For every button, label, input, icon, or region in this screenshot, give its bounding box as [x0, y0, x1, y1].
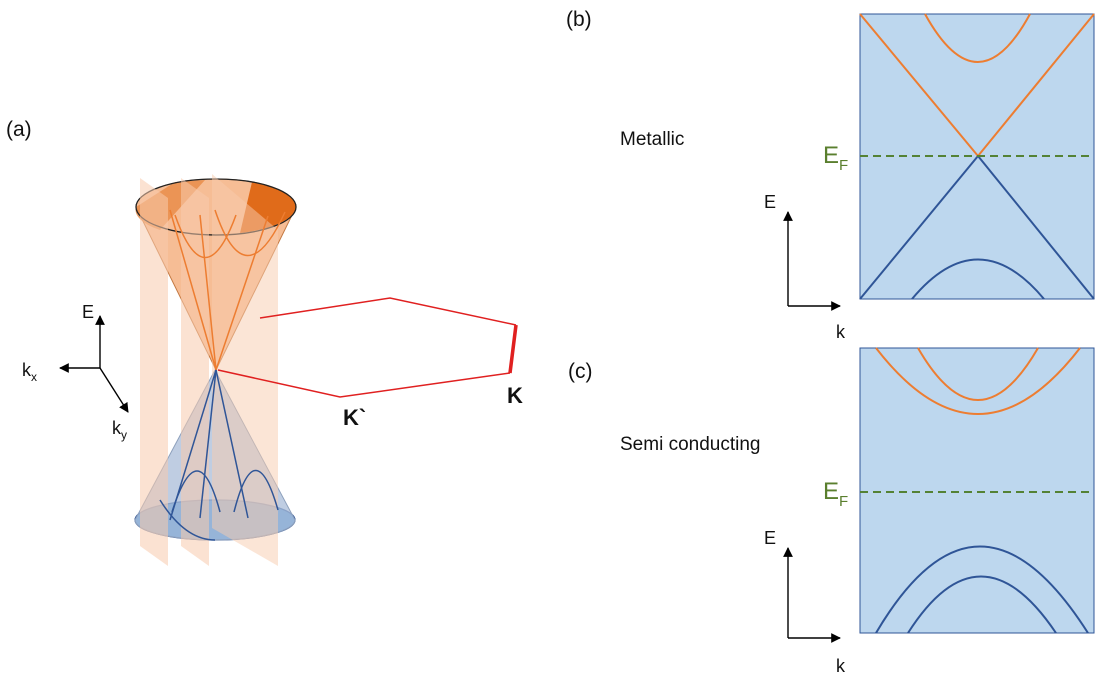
panel-a: (a) — [6, 118, 523, 566]
panel-a-label: (a) — [6, 118, 32, 141]
band-panel-c — [859, 347, 1095, 634]
axis-ky-label: ky — [112, 418, 127, 442]
fermi-label-c: EF — [823, 478, 848, 510]
axis-e-3d-label: E — [82, 302, 94, 322]
k-prime-point-label: K` — [343, 405, 366, 430]
axis-k-label-c: k — [836, 656, 846, 676]
semiconducting-valence-bands — [875, 545, 1089, 634]
semiconducting-conduction-bands — [875, 347, 1081, 415]
brillouin-zone — [217, 297, 518, 398]
metallic-valence-bands — [859, 155, 1095, 300]
valence-cut-curves — [159, 369, 279, 541]
band-axes-c — [783, 547, 841, 643]
axis-kx-label: kx — [22, 360, 37, 384]
panel-c: (c) Semi conducting EF E k — [568, 347, 1095, 676]
band-axes-b — [783, 211, 841, 311]
cut-plane-1 — [140, 178, 168, 566]
k-point-label: K — [507, 383, 523, 408]
semiconducting-label: Semi conducting — [620, 434, 760, 455]
axes-3d — [59, 315, 129, 413]
panel-b: (b) Metallic EF E k — [566, 8, 1095, 342]
metallic-label: Metallic — [620, 129, 684, 150]
axis-e-label-b: E — [764, 192, 776, 212]
metallic-conduction-bands — [859, 13, 1095, 157]
axis-e-label-c: E — [764, 528, 776, 548]
panel-c-label: (c) — [568, 360, 593, 383]
fermi-label-b: EF — [823, 142, 848, 174]
conduction-cut-curves — [169, 209, 286, 371]
panel-b-label: (b) — [566, 8, 592, 31]
cut-plane-3 — [212, 174, 278, 566]
axis-k-label-b: k — [836, 322, 846, 342]
cut-plane-2 — [181, 178, 209, 566]
